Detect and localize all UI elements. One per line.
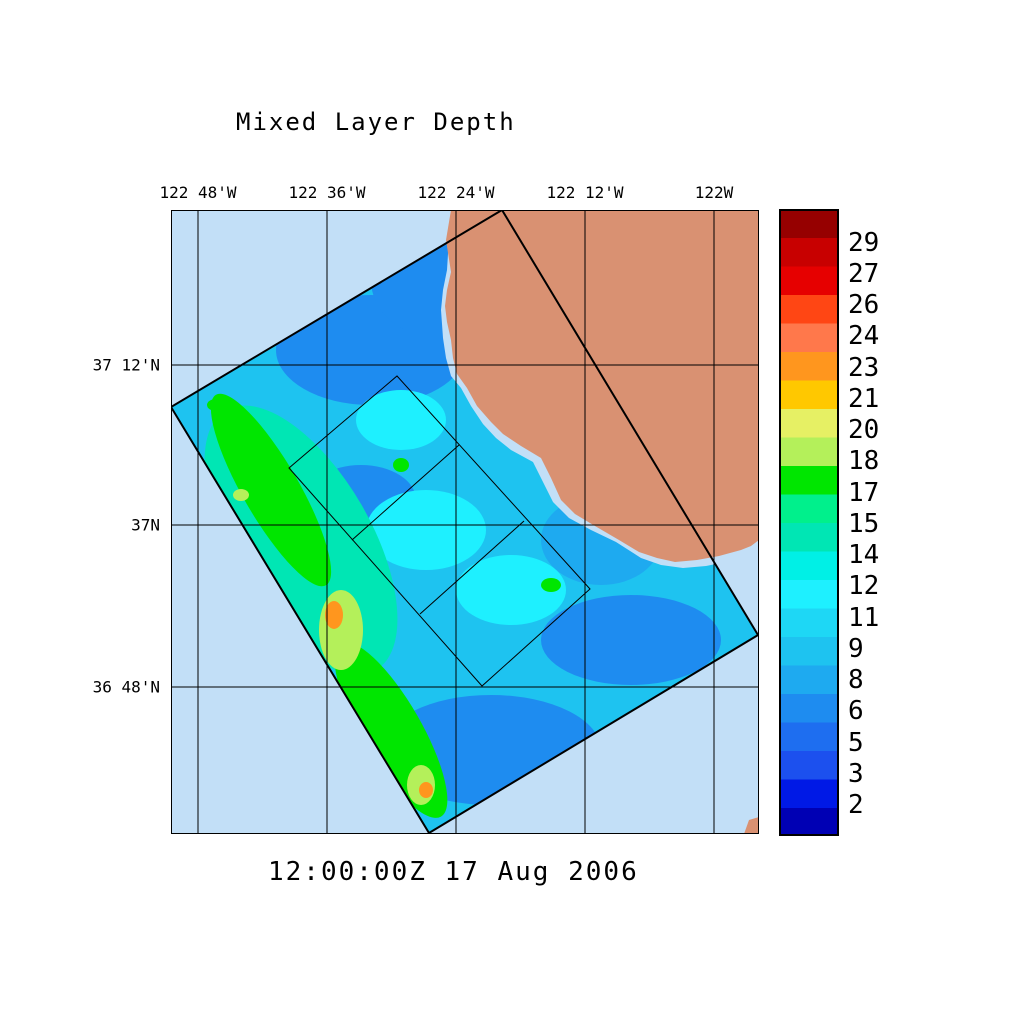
longitude-label-122w: 122W <box>694 183 734 202</box>
field-patch-green-band <box>210 393 332 587</box>
colorbar-segment <box>779 380 839 409</box>
sampling-boxes <box>288 375 591 687</box>
colorbar-tick-label: 3 <box>848 758 864 789</box>
colorbar-tick-label: 11 <box>848 602 880 633</box>
longitude-label-122-36w: 122 36'W <box>288 183 366 202</box>
map-frame <box>171 210 759 834</box>
colorbar-segment <box>779 237 839 267</box>
colorbar-frame <box>779 209 839 836</box>
field-patch-lime <box>233 489 249 501</box>
colorbar-segment <box>779 807 839 837</box>
colorbar-tick-label: 24 <box>848 321 880 352</box>
colorbar-tick-label: 2 <box>848 790 864 820</box>
field-patch-green-spot <box>233 430 249 440</box>
map-title: Mixed Layer Depth <box>236 108 516 136</box>
lat-lon-grid <box>171 210 759 834</box>
colorbar-tick-label: 8 <box>848 665 864 695</box>
colorbar-tick-label: 20 <box>848 415 880 445</box>
colorbar-tick-label: 6 <box>848 696 864 727</box>
colorbar-tick-label: 18 <box>848 446 880 477</box>
colorbar-tick-label: 23 <box>848 352 880 383</box>
field-patch-green-spot <box>393 458 409 472</box>
longitude-label-122-24w: 122 24'W <box>417 183 495 202</box>
colorbar <box>779 209 839 837</box>
colorbar-segment <box>779 636 839 666</box>
colorbar-segment <box>779 522 839 552</box>
field-patch-green-spot <box>541 578 561 592</box>
longitude-label-122-12w: 122 12'W <box>546 183 624 202</box>
field-patch-cyan <box>456 555 566 625</box>
colorbar-segment <box>779 351 839 381</box>
field-patch-green-spot <box>207 399 225 411</box>
colorbar-segment <box>779 266 839 295</box>
colorbar-segment <box>779 579 839 609</box>
colorbar-segment <box>779 722 839 751</box>
colorbar-segment <box>779 693 839 723</box>
colorbar-tick-label: 15 <box>848 508 880 539</box>
latitude-label-36-48n: 36 48'N <box>92 677 160 697</box>
colorbar-tick-label: 9 <box>848 633 864 664</box>
timestamp: 12:00:00Z 17 Aug 2006 <box>268 857 639 887</box>
sampling-box-divider <box>419 520 525 615</box>
longitude-label-122-48w: 122 48'W <box>159 183 237 202</box>
field-patch-orange <box>325 601 343 629</box>
colorbar-tick-label: 26 <box>848 290 880 320</box>
field-patch-lime <box>319 590 363 670</box>
colorbar-segment <box>779 551 839 580</box>
colorbar-segment <box>779 494 839 523</box>
land-fragment <box>744 817 759 834</box>
latitude-label-37n: 37N <box>131 515 160 535</box>
colorbar-tick-label: 21 <box>848 383 880 414</box>
colorbar-tick-label: 5 <box>848 727 864 758</box>
mixed-layer-depth-map <box>171 210 759 834</box>
colorbar-segment <box>779 608 839 637</box>
colorbar-segment <box>779 294 839 324</box>
colorbar-segment <box>779 779 839 808</box>
sampling-box-outline <box>288 375 591 687</box>
land-california <box>445 210 759 562</box>
colorbar-tick-label: 17 <box>848 477 880 508</box>
latitude-label-37-12n: 37 12'N <box>92 355 160 375</box>
colorbar-segment <box>779 665 839 694</box>
field-patch-deep-blue <box>541 595 721 685</box>
colorbar-segment <box>779 209 839 238</box>
colorbar-segment <box>779 750 839 780</box>
colorbar-svg <box>779 209 839 837</box>
colorbar-segment <box>779 465 839 495</box>
colorbar-tick-label: 29 <box>848 227 880 258</box>
colorbar-tick-label: 12 <box>848 571 880 602</box>
sampling-box-divider <box>351 444 460 541</box>
colorbar-tick-label: 27 <box>848 258 880 289</box>
field-patch-orange <box>419 782 433 798</box>
colorbar-tick-label: 14 <box>848 540 880 570</box>
colorbar-segment <box>779 408 839 438</box>
colorbar-segment <box>779 437 839 466</box>
colorbar-segment <box>779 323 839 352</box>
